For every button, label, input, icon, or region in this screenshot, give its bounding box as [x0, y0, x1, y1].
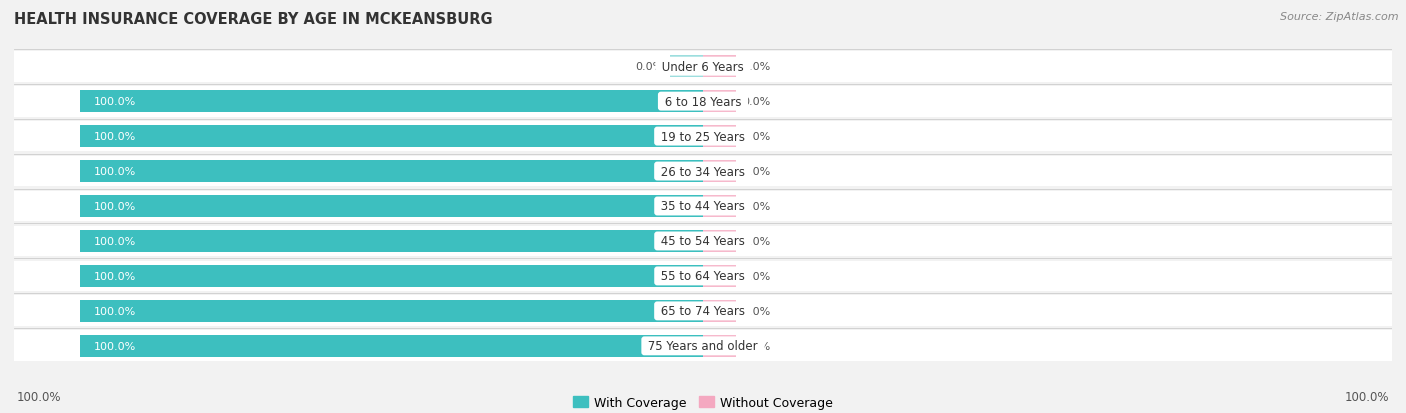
Bar	[703, 126, 737, 147]
Bar	[703, 196, 737, 217]
Bar	[14, 121, 1392, 152]
Bar	[80, 335, 703, 357]
Bar	[80, 266, 703, 287]
Text: 0.0%: 0.0%	[742, 202, 770, 211]
Text: 0.0%: 0.0%	[742, 236, 770, 247]
Bar	[703, 335, 737, 357]
Bar	[703, 161, 737, 183]
Text: Under 6 Years: Under 6 Years	[658, 61, 748, 74]
Bar	[703, 300, 737, 322]
Bar	[14, 261, 1392, 292]
Text: 6 to 18 Years: 6 to 18 Years	[661, 95, 745, 108]
Text: HEALTH INSURANCE COVERAGE BY AGE IN MCKEANSBURG: HEALTH INSURANCE COVERAGE BY AGE IN MCKE…	[14, 12, 492, 27]
Text: 26 to 34 Years: 26 to 34 Years	[657, 165, 749, 178]
Text: 100.0%: 100.0%	[94, 341, 136, 351]
Text: 75 Years and older: 75 Years and older	[644, 339, 762, 352]
Text: 55 to 64 Years: 55 to 64 Years	[657, 270, 749, 283]
Bar	[80, 91, 703, 113]
Text: 100.0%: 100.0%	[1344, 390, 1389, 403]
Bar	[703, 91, 737, 113]
Legend: With Coverage, Without Coverage: With Coverage, Without Coverage	[568, 391, 838, 413]
Bar	[80, 126, 703, 147]
Bar	[14, 296, 1392, 326]
Text: 19 to 25 Years: 19 to 25 Years	[657, 130, 749, 143]
Text: 0.0%: 0.0%	[742, 341, 770, 351]
Text: 0.0%: 0.0%	[742, 62, 770, 72]
Text: 0.0%: 0.0%	[742, 132, 770, 142]
Text: 100.0%: 100.0%	[94, 132, 136, 142]
Bar	[14, 191, 1392, 222]
Text: 45 to 54 Years: 45 to 54 Years	[657, 235, 749, 248]
Text: 0.0%: 0.0%	[742, 271, 770, 281]
Bar	[703, 230, 737, 252]
Bar	[703, 56, 737, 78]
Text: 35 to 44 Years: 35 to 44 Years	[657, 200, 749, 213]
Bar	[14, 156, 1392, 187]
Text: Source: ZipAtlas.com: Source: ZipAtlas.com	[1281, 12, 1399, 22]
Text: 100.0%: 100.0%	[94, 202, 136, 211]
Text: 100.0%: 100.0%	[94, 166, 136, 177]
Bar	[703, 266, 737, 287]
Bar	[669, 56, 703, 78]
Bar	[80, 161, 703, 183]
Text: 0.0%: 0.0%	[742, 97, 770, 107]
Bar	[14, 331, 1392, 361]
Bar	[14, 226, 1392, 257]
Text: 0.0%: 0.0%	[742, 166, 770, 177]
Bar	[80, 300, 703, 322]
Bar	[14, 52, 1392, 82]
Text: 65 to 74 Years: 65 to 74 Years	[657, 305, 749, 318]
Text: 100.0%: 100.0%	[94, 97, 136, 107]
Text: 0.0%: 0.0%	[636, 62, 664, 72]
Text: 100.0%: 100.0%	[94, 236, 136, 247]
Text: 0.0%: 0.0%	[742, 306, 770, 316]
Bar	[80, 230, 703, 252]
Text: 100.0%: 100.0%	[17, 390, 62, 403]
Text: 100.0%: 100.0%	[94, 306, 136, 316]
Bar	[14, 87, 1392, 117]
Text: 100.0%: 100.0%	[94, 271, 136, 281]
Bar	[80, 196, 703, 217]
